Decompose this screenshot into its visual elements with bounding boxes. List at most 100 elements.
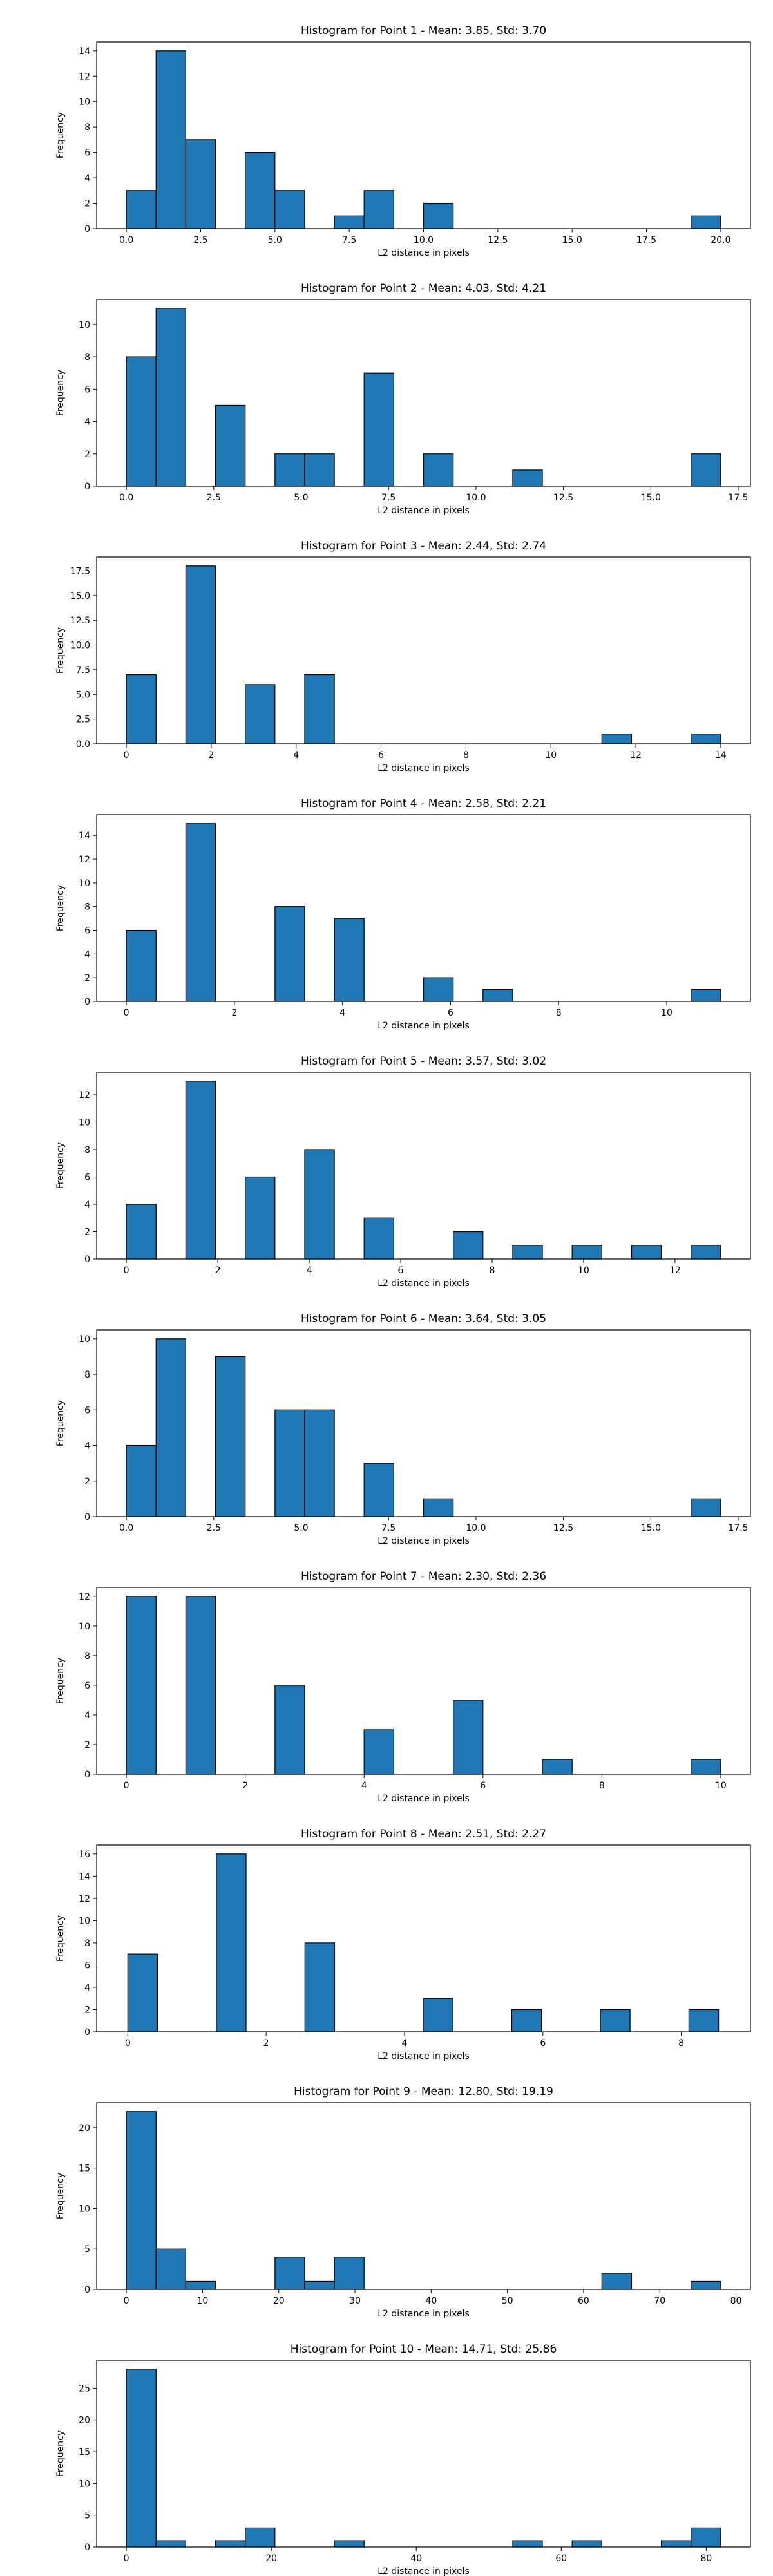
histogram-bar [126, 190, 157, 229]
y-tick-label: 12 [79, 1592, 90, 1602]
histogram-bar [155, 50, 187, 229]
axes-frame [96, 2360, 751, 2548]
x-tick-label: 12 [669, 1265, 681, 1276]
x-tick-label: 15.0 [562, 235, 582, 245]
x-tick-label: 8 [678, 2038, 684, 2049]
histogram-bar [363, 1729, 394, 1775]
x-tick-label: 40 [410, 2553, 422, 2564]
y-tick-label: 15 [79, 2164, 90, 2174]
x-tick-label: 10 [715, 1781, 727, 1791]
x-tick-label: 15.0 [641, 1523, 661, 1533]
y-axis-label: Frequency [55, 112, 66, 158]
y-tick-label: 10 [79, 1916, 90, 1926]
x-tick-label: 0.0 [119, 493, 133, 503]
histogram-bar [691, 453, 721, 487]
y-tick-label: 15.0 [70, 591, 90, 601]
x-axis-label: L2 distance in pixels [377, 1278, 470, 1289]
histogram-panel-8: Histogram for Point 8 - Mean: 2.51, Std:… [55, 1828, 751, 2061]
x-tick-label: 4 [402, 2038, 408, 2049]
histogram-bar [245, 152, 276, 229]
y-tick-label: 6 [84, 1173, 90, 1183]
histogram-bar [363, 1463, 394, 1517]
y-tick-label: 10 [79, 878, 90, 889]
histogram-bar [126, 2369, 157, 2548]
y-tick-label: 0 [84, 224, 90, 234]
histogram-bar [126, 1596, 157, 1775]
y-tick-label: 8 [84, 122, 90, 133]
y-tick-label: 0 [84, 1255, 90, 1265]
histogram-bar [245, 684, 276, 744]
x-tick-label: 12.5 [488, 235, 508, 245]
histogram-bar [542, 1759, 573, 1775]
y-tick-label: 4 [84, 1983, 90, 1993]
y-tick-label: 6 [84, 1405, 90, 1416]
histogram-bar [363, 190, 394, 229]
y-axis-label: Frequency [55, 627, 66, 674]
y-tick-label: 2 [84, 199, 90, 209]
histogram-bar [512, 469, 543, 487]
x-tick-label: 8 [490, 1265, 495, 1276]
histogram-bar [185, 1596, 216, 1775]
chart-title: Histogram for Point 1 - Mean: 3.85, Std:… [301, 24, 546, 37]
x-tick-label: 0 [124, 1781, 129, 1791]
x-tick-label: 6 [540, 2038, 546, 2049]
x-tick-label: 12 [630, 750, 642, 761]
histogram-bar [155, 1338, 187, 1517]
histogram-bar [691, 1498, 721, 1517]
x-tick-label: 2.5 [193, 235, 207, 245]
x-tick-label: 4 [361, 1781, 367, 1791]
x-tick-label: 70 [654, 2296, 665, 2306]
y-tick-label: 14 [79, 46, 90, 57]
histogram-bar [334, 2540, 365, 2548]
x-tick-label: 4 [339, 1008, 345, 1018]
y-tick-label: 5 [84, 2244, 90, 2255]
y-tick-label: 14 [79, 1871, 90, 1882]
x-tick-label: 8 [556, 1008, 562, 1018]
histogram-panel-1: Histogram for Point 1 - Mean: 3.85, Std:… [55, 24, 751, 258]
x-tick-label: 4 [307, 1265, 312, 1276]
histogram-bar [215, 404, 246, 487]
y-tick-label: 6 [84, 1681, 90, 1691]
x-tick-label: 0 [124, 1008, 129, 1018]
x-tick-label: 10 [661, 1008, 673, 1018]
axes-frame [96, 1587, 751, 1775]
histogram-bar [601, 2273, 633, 2290]
y-tick-label: 6 [84, 384, 90, 395]
histogram-bar [363, 372, 394, 487]
histogram-bar [274, 190, 305, 229]
histogram-bar [216, 1853, 247, 2032]
chart-title: Histogram for Point 8 - Mean: 2.51, Std:… [301, 1828, 546, 1841]
y-axis-label: Frequency [55, 1142, 66, 1189]
histogram-bar [155, 2248, 187, 2290]
histogram-bar [126, 929, 157, 1002]
y-tick-label: 8 [84, 1938, 90, 1949]
x-tick-label: 2 [231, 1008, 237, 1018]
y-tick-label: 12 [79, 71, 90, 82]
y-tick-label: 6 [84, 926, 90, 936]
histogram-bar [274, 2257, 305, 2290]
y-axis-label: Frequency [55, 1400, 66, 1446]
y-tick-label: 25 [79, 2383, 90, 2394]
x-axis-label: L2 distance in pixels [377, 1794, 470, 1804]
histogram-bar [691, 215, 721, 229]
histogram-panel-7: Histogram for Point 7 - Mean: 2.30, Std:… [55, 1570, 751, 1804]
x-tick-label: 7.5 [381, 1523, 396, 1533]
y-tick-label: 6 [84, 148, 90, 158]
y-axis-label: Frequency [55, 1915, 66, 1962]
y-axis-label: Frequency [55, 2173, 66, 2219]
x-tick-label: 5.0 [294, 1523, 308, 1533]
histogram-panel-10: Histogram for Point 10 - Mean: 14.71, St… [55, 2343, 751, 2576]
x-tick-label: 0 [124, 2296, 129, 2306]
y-tick-label: 10 [79, 2204, 90, 2214]
x-axis-label: L2 distance in pixels [377, 2051, 470, 2061]
x-tick-label: 6 [378, 750, 384, 761]
y-axis-label: Frequency [55, 885, 66, 931]
histogram-bar [423, 1998, 453, 2032]
x-axis-label: L2 distance in pixels [377, 1536, 470, 1546]
y-tick-label: 10 [79, 320, 90, 330]
chart-title: Histogram for Point 5 - Mean: 3.57, Std:… [301, 1055, 546, 1068]
histogram-bar [660, 2540, 692, 2548]
x-tick-label: 50 [502, 2296, 513, 2306]
y-tick-label: 2 [84, 973, 90, 983]
